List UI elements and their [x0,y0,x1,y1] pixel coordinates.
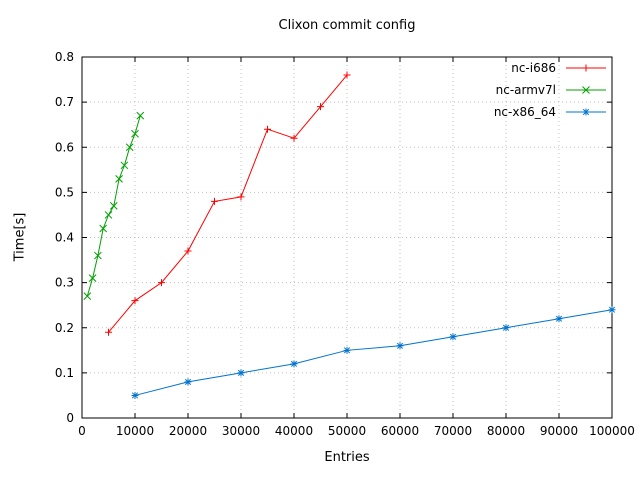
grid-lines [82,57,612,418]
data-point-marker [120,161,129,170]
data-point-marker [125,143,134,152]
data-point-marker [158,279,165,287]
data-point-marker [502,324,510,332]
data-point-marker [184,378,192,386]
legend: nc-i686 nc-armv7l nc-x86_64 [494,61,606,119]
svg-text:0.8: 0.8 [55,50,74,64]
data-point-marker [237,193,245,201]
data-point-marker [131,129,139,138]
svg-text:50000: 50000 [328,424,366,438]
svg-text:nc-armv7l: nc-armv7l [496,83,556,97]
data-point-marker [343,346,351,354]
svg-text:10000: 10000 [116,424,154,438]
series [83,71,616,399]
svg-text:0.3: 0.3 [55,276,74,290]
tick-labels: 0 10000 20000 30000 40000 50000 60000 70000 8000… [55,50,635,438]
data-point-marker [211,197,218,205]
data-point-marker [184,247,192,255]
legend-item-nc-i686: nc-i686 [511,61,606,75]
series-nc-armv7l [83,111,145,301]
series-nc-i686 [105,71,351,336]
svg-text:30000: 30000 [222,424,260,438]
svg-text:40000: 40000 [275,424,313,438]
legend-marker [582,64,590,72]
series-line [134,309,613,396]
svg-text:100000: 100000 [589,424,635,438]
data-point-marker [83,292,92,301]
data-point-marker [105,328,112,336]
svg-text:80000: 80000 [487,424,525,438]
svg-text:nc-x86_64: nc-x86_64 [494,105,556,119]
data-point-marker [396,342,404,350]
data-point-marker [608,306,616,314]
svg-text:0.7: 0.7 [55,95,74,109]
svg-text:0: 0 [78,424,86,438]
legend-marker [582,108,590,116]
svg-text:nc-i686: nc-i686 [511,61,556,75]
data-point-marker [290,360,298,368]
axes [81,56,613,419]
chart-title: Clixon commit config [278,18,416,33]
data-point-marker [104,211,113,219]
plot-border [81,56,613,419]
legend-marker [582,86,590,94]
data-point-marker [131,391,139,399]
svg-text:0.5: 0.5 [55,185,74,199]
data-point-marker [317,103,324,111]
legend-item-nc-armv7l: nc-armv7l [496,83,606,97]
data-point-marker [449,333,457,341]
svg-text:0: 0 [66,411,74,425]
data-point-marker [115,174,123,183]
svg-text:90000: 90000 [540,424,578,438]
svg-text:60000: 60000 [381,424,419,438]
data-point-marker [555,315,563,323]
svg-text:0.1: 0.1 [55,366,74,380]
series-line [108,74,348,333]
data-point-marker [264,125,271,133]
data-point-marker [136,111,145,120]
data-point-marker [88,274,97,282]
legend-item-nc-x86_64: nc-x86_64 [494,105,606,119]
data-point-marker [99,224,108,233]
data-point-marker [109,202,118,210]
data-point-marker [94,251,102,260]
svg-text:0.2: 0.2 [55,321,74,335]
series-nc-x86_64 [131,306,616,399]
data-point-marker [131,297,139,305]
svg-text:70000: 70000 [434,424,472,438]
svg-text:20000: 20000 [169,424,207,438]
svg-text:0.6: 0.6 [55,140,74,154]
data-point-marker [290,134,298,142]
y-axis-label: Time[s] [12,212,28,262]
data-point-marker [343,71,351,79]
svg-text:0.4: 0.4 [55,231,74,245]
x-axis-label: Entries [324,450,370,465]
data-point-marker [237,369,245,377]
